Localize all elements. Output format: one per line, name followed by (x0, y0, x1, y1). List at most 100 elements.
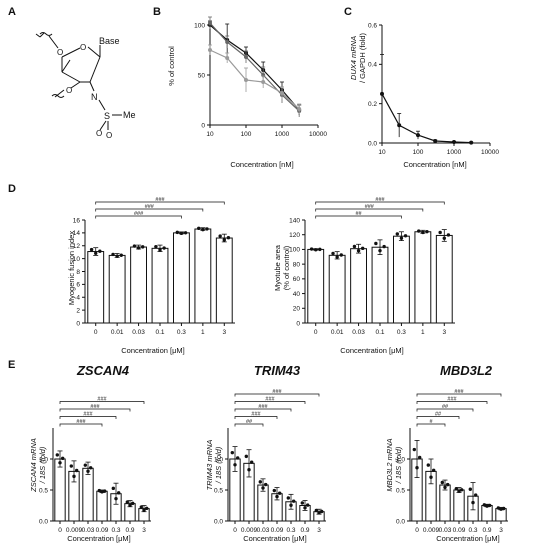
chemical-structure: O O Base O N S Me O O (35, 32, 136, 140)
chart-d1-y-tick-label-6: 12 (73, 243, 81, 250)
chart-e1-x-tick-label-0: 0 (58, 527, 62, 534)
chart-d1-x-tick-label-3: 0.1 (155, 329, 164, 336)
chart-c-x-tick-label-2: 1000 (447, 149, 462, 156)
bond-o-ch2 (48, 35, 59, 49)
chart-d2-bar-5 (414, 231, 432, 324)
chart-e1-replicate-dot (88, 466, 93, 470)
chart-e3-significance-bracket-2 (416, 408, 474, 412)
chart-e3-replicate-dot (501, 506, 506, 511)
chart-e1-replicate-dot (111, 486, 116, 491)
chart-e1-bar-2 (82, 467, 94, 522)
methyl-label: Me (123, 110, 136, 120)
chart-d2-replicate-dot (331, 251, 335, 256)
chart-d1-replicate-dot (94, 251, 98, 256)
chart-b-series-line-0 (209, 24, 300, 111)
chart-e3-x-tick-label-5: 0.9 (482, 527, 491, 534)
chart-e3-title: MBD3L2 (440, 363, 493, 378)
chart-e1-y-tick-label-1: 0.5 (39, 487, 48, 494)
chart-d2-y-tick-label-5: 100 (289, 247, 300, 254)
chart-d2-y-tick-label-0: 0 (296, 320, 300, 327)
chart-d1-replicate-dot (205, 227, 209, 231)
chart-e3-replicate-dot (426, 463, 431, 467)
chart-e2-x-tick-label-0: 0 (233, 527, 237, 534)
chart-d2-replicate-dot (339, 253, 343, 257)
chart-e3-replicate-dot (459, 488, 464, 492)
chart-e2-significance-bracket-1 (234, 401, 306, 404)
chart-d1-x-tick-label-4: 0.3 (177, 329, 186, 336)
wavy-bond-bottom (51, 94, 65, 98)
chart-e3-ylabel-2: / 18S (fold) (394, 446, 403, 484)
chart-e2-replicate-dot (249, 460, 254, 464)
bond-ring-c2 (89, 56, 101, 83)
chart-e3-significance-label-4: # (429, 419, 433, 425)
chart-b-data-point (244, 55, 248, 59)
chart-e2-replicate-dot (258, 480, 263, 484)
chart-d1-x-tick-label-1: 0.01 (111, 329, 124, 336)
chart-e3-replicate-dot (454, 487, 459, 491)
chart-e1-significance-label-2: ### (83, 411, 93, 417)
chart-e1-replicate-dot (125, 500, 130, 504)
chart-b-data-point (280, 91, 284, 95)
chart-d1-y-tick-label-7: 14 (73, 230, 81, 237)
panel-label-d: D (8, 183, 16, 195)
chart-e2-x-tick-label-5: 0.9 (300, 527, 309, 534)
chart-e1-significance-bracket-0 (59, 401, 145, 404)
chart-c-y-tick-label-2: 0.4 (368, 62, 377, 69)
chart-b-y-tick-label-1: 50 (198, 72, 206, 79)
chart-b-x-tick-label-2: 1000 (275, 131, 290, 138)
chart-e1-replicate-dot (100, 490, 104, 494)
chart-d2-x-tick-label-1: 0.01 (331, 329, 344, 336)
bond-n-s (98, 99, 106, 111)
chart-d1-y-tick-label-0: 0 (76, 320, 80, 327)
chart-d2-replicate-dot (356, 249, 361, 253)
chart-e3-replicate-dot (415, 465, 419, 470)
chart-e3-replicate-dot (417, 455, 422, 460)
chart-e2-replicate-dot (319, 509, 324, 514)
chart-e2-replicate-dot (317, 511, 321, 515)
chart-e2-x-tick-label-2: 0.03 (257, 527, 270, 534)
chart-e1-significance-label-3: ### (76, 419, 86, 425)
chart-e3-y-tick-label-0: 0.0 (396, 518, 405, 525)
chart-e3-x-tick-label-2: 0.03 (439, 527, 452, 534)
chart-e3-bar-5 (481, 505, 493, 522)
chart-b-data-point (261, 80, 266, 84)
chart-e1-x-tick-label-4: 0.3 (111, 527, 120, 534)
chart-d1-replicate-dot (119, 253, 123, 257)
chart-c-y-tick-label-0: 0.0 (368, 140, 377, 147)
chart-e2-x-tick-label-1: 0.009 (241, 527, 258, 534)
base-label: Base (99, 36, 120, 46)
chart-b-y-tick-label-2: 100 (194, 22, 205, 29)
bond-ring-c3 (61, 71, 81, 83)
chart-e1-x-tick-label-3: 0.09 (96, 527, 109, 534)
chart-d1-significance-label-2: ### (134, 211, 144, 217)
chart-b: % of control Concentration [nM] 10 100 100… (167, 16, 327, 169)
chart-e2-replicate-dot (230, 450, 235, 455)
chart-d2-x-tick-label-5: 1 (421, 329, 425, 336)
chart-e3-replicate-dot (443, 485, 447, 490)
chart-d2-replicate-dot (382, 244, 386, 249)
chart-e2-ylabel-2: / 18S (fold) (214, 446, 223, 484)
chart-d1-bar-5 (194, 228, 212, 324)
chart-d1-significance-bracket-0 (95, 201, 225, 205)
chart-e3-significance-label-0: ### (454, 389, 464, 395)
chart-e1-replicate-dot (114, 496, 118, 501)
chart-d2-replicate-dot (438, 230, 442, 235)
chart-e1-significance-label-1: ### (90, 404, 100, 410)
chart-d1-y-tick-label-4: 8 (76, 269, 80, 276)
chart-e3-x-tick-label-3: 0.09 (453, 527, 466, 534)
chart-d2-replicate-dot (442, 236, 446, 240)
chart-d2-significance-bracket-0 (315, 201, 445, 205)
chart-e2-title: TRIM43 (254, 363, 301, 378)
chart-d1-x-tick-label-2: 0.03 (132, 329, 145, 336)
chart-d1-replicate-dot (183, 231, 188, 235)
chart-e3-x-tick-label-1: 0.009 (423, 527, 440, 534)
chart-b-x-tick-label-1: 100 (241, 131, 252, 138)
chart-d2-bar-0 (307, 248, 325, 324)
panel-label-a: A (8, 6, 16, 18)
chart-e1-replicate-dot (144, 506, 149, 511)
chart-d1-significance-label-0: ### (155, 197, 165, 203)
chart-d2-x-tick-label-4: 0.3 (397, 329, 406, 336)
bond-ring-top (61, 47, 81, 58)
chart-d2-significance-label-0: ### (375, 197, 385, 203)
chart-b-y-tick-label-0: 0 (201, 122, 205, 129)
